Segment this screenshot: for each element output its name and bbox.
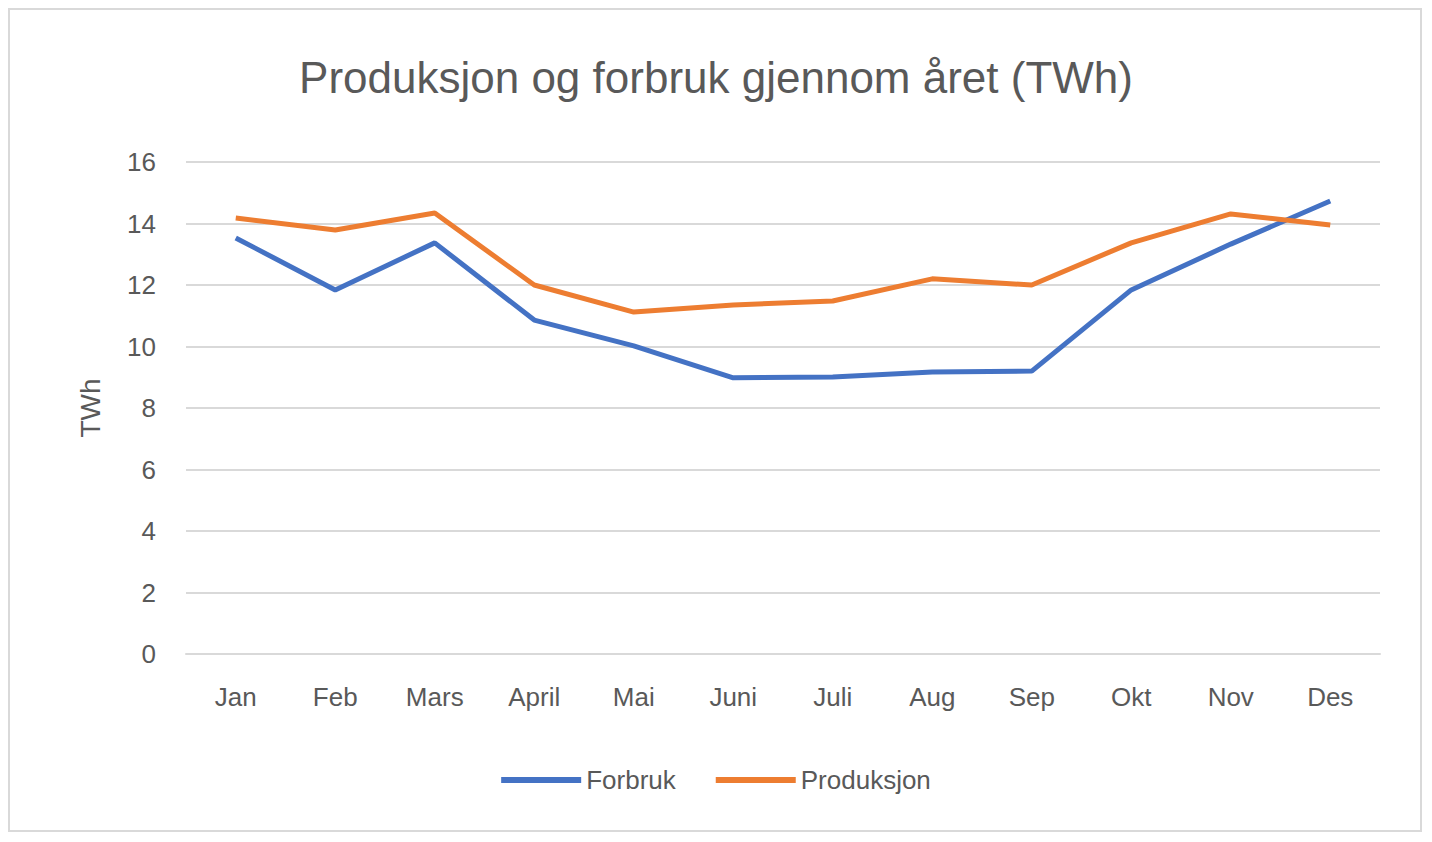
svg-text:Okt: Okt [1111,682,1152,712]
svg-text:Des: Des [1307,682,1353,712]
svg-text:8: 8 [142,393,156,423]
svg-text:6: 6 [142,455,156,485]
svg-text:Mai: Mai [613,682,655,712]
svg-text:Mars: Mars [406,682,464,712]
svg-text:0: 0 [142,639,156,669]
svg-text:Sep: Sep [1009,682,1055,712]
svg-text:Aug: Aug [909,682,955,712]
svg-text:Juni: Juni [709,682,757,712]
svg-text:14: 14 [127,209,156,239]
svg-text:10: 10 [127,332,156,362]
svg-text:Juli: Juli [813,682,852,712]
svg-text:Jan: Jan [215,682,257,712]
svg-text:Nov: Nov [1208,682,1254,712]
svg-text:Forbruk: Forbruk [586,765,677,795]
svg-text:Produksjon: Produksjon [801,765,931,795]
svg-text:TWh: TWh [75,378,106,437]
svg-text:Feb: Feb [313,682,358,712]
svg-text:12: 12 [127,270,156,300]
svg-text:16: 16 [127,147,156,177]
svg-text:April: April [508,682,560,712]
svg-text:2: 2 [142,578,156,608]
svg-text:Produksjon og forbruk gjennom: Produksjon og forbruk gjennom året (TWh) [299,53,1133,102]
svg-text:4: 4 [142,516,156,546]
